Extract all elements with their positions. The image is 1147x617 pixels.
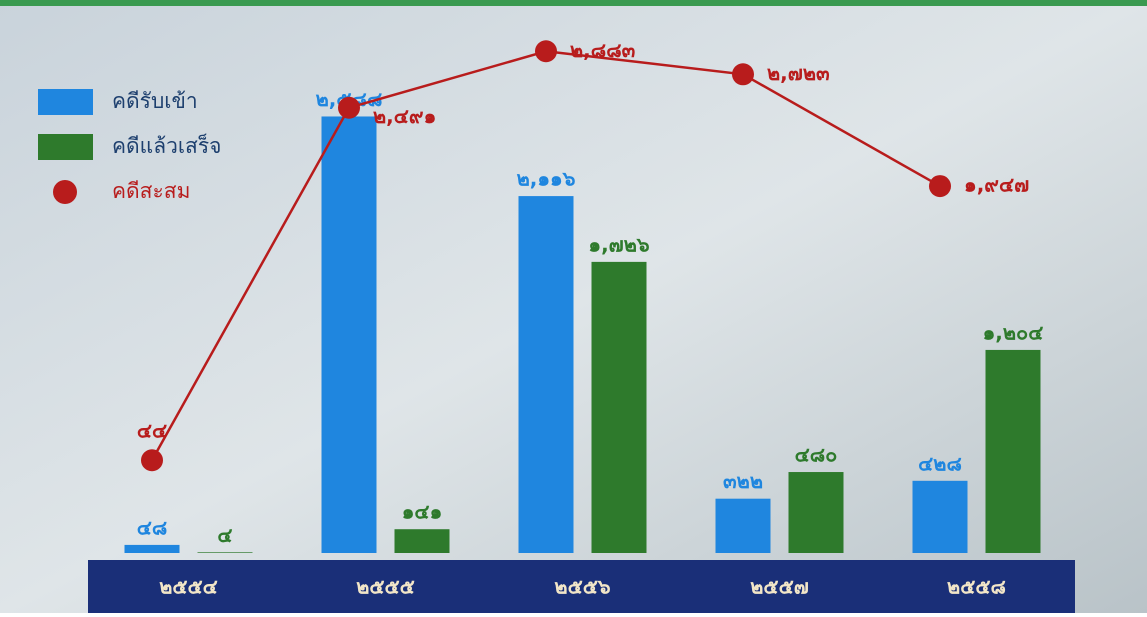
legend-swatch [53, 180, 77, 204]
data-label: ๔๘๐ [795, 443, 838, 467]
bar [519, 196, 574, 553]
data-label: ๔๔ [137, 419, 167, 443]
data-label: ๑๔๑ [402, 500, 443, 524]
page: {"chart_data": {"type": "bar-line", "cat… [0, 0, 1147, 617]
line-point [338, 97, 360, 119]
data-label: ๔๘ [137, 515, 168, 539]
data-label: ๒,๗๒๓ [767, 61, 830, 85]
data-label: ๑,๒๐๔ [983, 320, 1044, 344]
data-label: ๒,๑๑๖ [517, 167, 576, 191]
x-tick-label: ๒๕๕๗ [750, 575, 809, 599]
legend-label: คดีแล้วเสร็จ [112, 132, 221, 158]
line-point [732, 63, 754, 85]
data-label: ๔ [217, 523, 232, 547]
line-point [141, 449, 163, 471]
x-tick-label: ๒๕๕๘ [947, 575, 1006, 599]
line-point [929, 175, 951, 197]
bar [592, 262, 647, 553]
x-tick-label: ๒๕๕๔ [159, 575, 218, 599]
bar [395, 529, 450, 553]
bar [322, 116, 377, 553]
data-label: ๒,๘๘๓ [570, 38, 636, 62]
x-tick-label: ๒๕๕๕ [356, 575, 415, 599]
bar [789, 472, 844, 553]
data-label: ๒,๔๙๑ [373, 104, 436, 128]
data-label: ๑,๗๒๖ [588, 232, 650, 256]
data-label: ๓๒๒ [723, 469, 763, 493]
bar [913, 481, 968, 553]
bar [716, 499, 771, 553]
line-point [535, 40, 557, 62]
chart: ๒๕๕๔๒๕๕๕๒๕๕๖๒๕๕๗๒๕๕๘๔๘๒,๕๘๘๒,๑๑๖๓๒๒๔๒๘๔๑… [0, 0, 1147, 613]
legend-swatch [38, 134, 93, 160]
x-tick-label: ๒๕๕๖ [554, 575, 610, 599]
bar [986, 350, 1041, 553]
data-label: ๔๒๘ [918, 451, 962, 475]
bar [125, 545, 180, 553]
data-label: ๑,๙๔๗ [964, 173, 1029, 197]
legend-swatch [38, 89, 93, 115]
top-strip [0, 0, 1147, 6]
bar [198, 552, 253, 553]
legend-label: คดีสะสม [112, 179, 190, 203]
legend-label: คดีรับเข้า [112, 89, 198, 113]
